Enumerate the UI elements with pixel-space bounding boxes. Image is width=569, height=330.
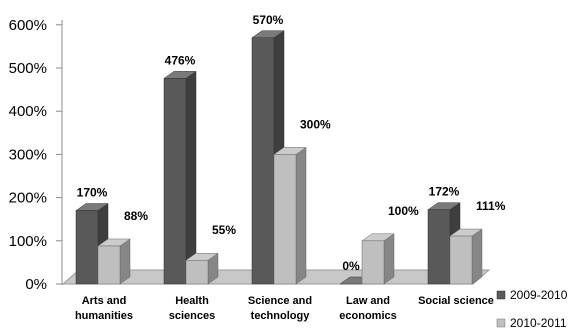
data-label: 476% — [165, 53, 196, 67]
category-label: Law and — [346, 295, 390, 307]
data-label: 55% — [212, 223, 236, 237]
data-label: 100% — [388, 204, 419, 218]
category-label: Science and — [248, 295, 312, 307]
data-labels: 170% 88% 476% 55% 570% 300% 0% 100% 172% 111% — [77, 13, 506, 273]
bar-front — [273, 154, 297, 285]
bar-front — [163, 78, 187, 285]
bar-front — [427, 209, 451, 285]
bar-front — [97, 245, 121, 285]
bar-front — [185, 259, 209, 285]
bar-side — [295, 146, 307, 285]
legend-label: 2010-2011 — [510, 316, 567, 330]
bar — [185, 252, 219, 285]
category-label: humanities — [75, 310, 133, 322]
bar-side — [119, 238, 131, 285]
y-tick-label: 0% — [25, 276, 47, 293]
bar — [97, 238, 131, 285]
bar-front — [75, 210, 99, 285]
data-label: 88% — [124, 209, 148, 223]
data-label: 170% — [77, 186, 108, 200]
category-label: Arts and — [82, 295, 127, 307]
bar — [449, 228, 483, 285]
data-label: 0% — [342, 259, 360, 273]
y-tick-label: 500% — [9, 60, 47, 77]
y-tick-label: 100% — [9, 233, 47, 250]
bar-side — [185, 70, 197, 285]
category-label: Health — [175, 295, 209, 307]
legend-item: 2010-2011 — [496, 316, 567, 330]
legend-item: 2009-2010 — [496, 288, 568, 302]
legend-swatch — [496, 290, 506, 300]
y-tick-label: 300% — [9, 146, 47, 163]
y-tick-label: 400% — [9, 103, 47, 120]
data-label: 300% — [300, 117, 331, 131]
bar-side — [383, 233, 395, 285]
data-label: 570% — [253, 13, 284, 27]
y-axis: 0% 100% 200% 300% 400% 500% 600% — [9, 17, 63, 293]
bar-front — [251, 37, 275, 285]
legend: 2009-2010 2010-2011 — [496, 288, 568, 330]
bar-front — [361, 240, 385, 285]
bars — [75, 30, 483, 285]
category-label: Social science — [418, 295, 494, 307]
bar-side — [471, 228, 483, 285]
data-label: 111% — [476, 199, 506, 213]
bar — [163, 70, 197, 285]
category-label: technology — [251, 310, 311, 322]
bar — [361, 233, 395, 285]
y-tick-label: 200% — [9, 190, 47, 207]
y-tick-label: 600% — [9, 17, 47, 34]
bar-front — [449, 235, 473, 285]
category-label: sciences — [169, 310, 215, 322]
legend-label: 2009-2010 — [510, 288, 568, 302]
legend-swatch — [496, 318, 506, 328]
bar — [273, 146, 307, 285]
data-label: 172% — [429, 185, 460, 199]
category-labels: Arts and humanities Health sciences Science … — [75, 295, 494, 322]
category-label: economics — [339, 310, 396, 322]
